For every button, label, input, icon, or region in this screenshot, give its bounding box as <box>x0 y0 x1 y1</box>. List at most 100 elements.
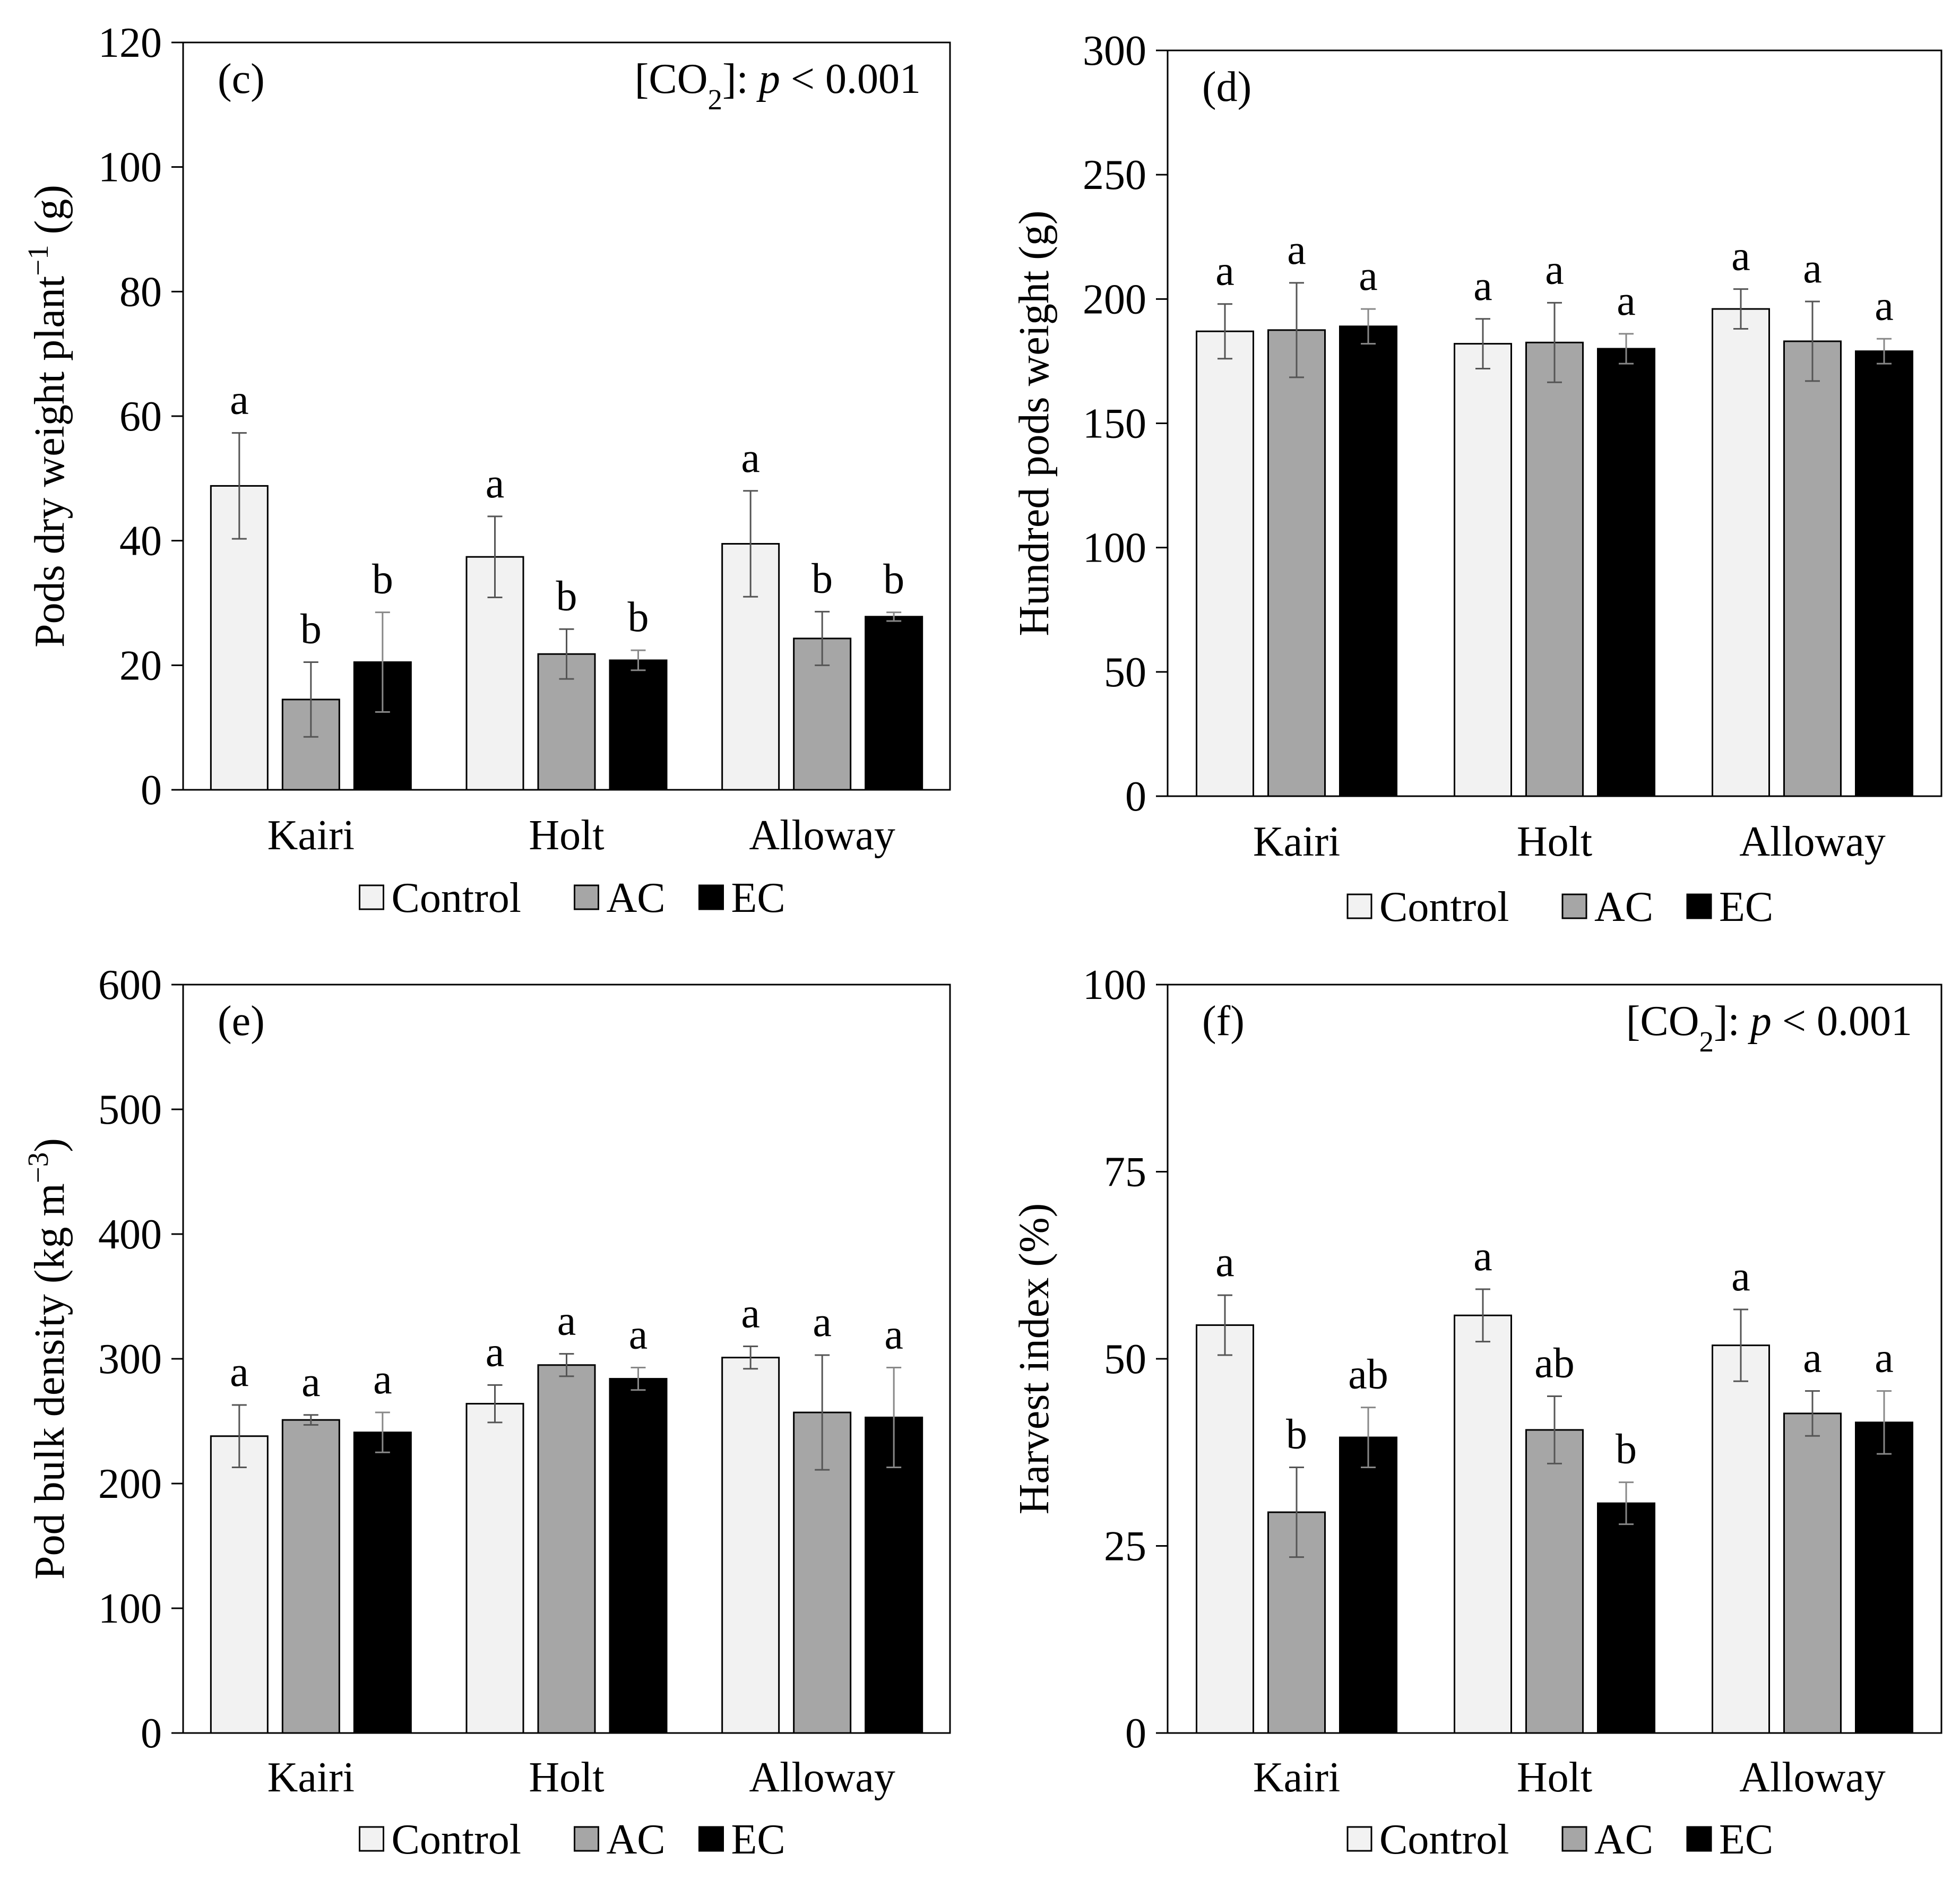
bar-ec-alloway <box>1855 1421 1913 1734</box>
y-tick-label: 0 <box>141 1710 162 1757</box>
significance-letter: a <box>1617 278 1636 324</box>
y-tick-label: 80 <box>119 269 162 315</box>
y-tick-label: 300 <box>1083 28 1146 74</box>
legend-label-ac: AC <box>607 1816 666 1863</box>
significance-annotation: [CO2]: p < 0.001 <box>1626 998 1912 1058</box>
y-axis-label-unit: ) <box>27 1138 73 1152</box>
bar-ec-holt <box>609 659 668 791</box>
y-axis-label-text: Pods dry weight plant <box>27 276 73 648</box>
bar-ec-kairi <box>1339 325 1397 797</box>
significance-letter: b <box>1616 1426 1637 1473</box>
legend-swatch-control <box>1346 1826 1372 1852</box>
significance-letter: a <box>1875 1335 1894 1382</box>
y-tick-label: 25 <box>1104 1523 1146 1570</box>
y-axis-label: Harvest index (%) <box>1011 1203 1058 1514</box>
y-tick-label: 600 <box>98 962 162 1008</box>
bar-ac-kairi <box>1267 329 1326 797</box>
y-tick-label: 100 <box>1083 962 1146 1008</box>
y-axis-label-text: Hundred pods weight (g) <box>1011 210 1058 636</box>
legend-swatch-ac <box>1561 1826 1587 1852</box>
significance-letter: a <box>884 1311 903 1358</box>
x-category-label: Kairi <box>267 1754 355 1801</box>
y-tick-label: 300 <box>98 1336 162 1383</box>
significance-annotation: [CO2]: p < 0.001 <box>635 56 921 116</box>
y-tick-label: 0 <box>1125 1710 1146 1757</box>
significance-letter: ab <box>1348 1351 1388 1398</box>
y-axis-label: Hundred pods weight (g) <box>1011 210 1058 636</box>
y-axis-label: Pod bulk density (kg m−3) <box>22 1138 74 1580</box>
y-tick-label: 250 <box>1083 152 1146 199</box>
legend-swatch-control <box>359 884 384 910</box>
significance-letter: a <box>1545 246 1564 293</box>
x-category-label: Holt <box>529 1754 604 1801</box>
y-tick-label: 75 <box>1104 1149 1146 1196</box>
significance-letter: a <box>1215 1239 1234 1286</box>
annotation-sub: 2 <box>708 83 723 116</box>
x-category-label: Alloway <box>1739 818 1886 865</box>
significance-letter: a <box>557 1298 576 1344</box>
y-axis-label-text: Harvest index (%) <box>1011 1203 1058 1514</box>
significance-letter: a <box>1473 263 1492 309</box>
y-tick-label: 200 <box>1083 276 1146 323</box>
y-tick-label: 100 <box>1083 525 1146 572</box>
bar-control-alloway <box>1712 308 1770 797</box>
bar-ac-alloway <box>1783 1412 1842 1734</box>
bar-control-alloway <box>1712 1344 1770 1734</box>
legend-label-ec: EC <box>731 875 785 921</box>
x-category-label: Alloway <box>749 812 895 859</box>
significance-letter: b <box>811 555 833 602</box>
y-tick-label: 50 <box>1104 649 1146 696</box>
annotation-prefix: [CO <box>635 56 708 102</box>
x-category-label: Kairi <box>1253 818 1340 865</box>
bar-ec-kairi <box>1339 1436 1397 1734</box>
legend-label-ec: EC <box>1719 884 1773 930</box>
y-axis-label-sup: −1 <box>22 245 54 276</box>
bar-ec-holt <box>1597 348 1655 797</box>
y-tick-label: 100 <box>98 144 162 191</box>
y-tick-label: 200 <box>98 1461 162 1507</box>
legend-swatch-ec <box>698 884 724 910</box>
y-axis-label-text: Pod bulk density (kg m <box>27 1183 73 1580</box>
annotation-suffix: < 0.001 <box>1772 998 1912 1045</box>
bar-control-holt <box>1454 1314 1512 1734</box>
y-tick-label: 400 <box>98 1211 162 1258</box>
panel-label: (f) <box>1202 998 1245 1045</box>
legend-label-control: Control <box>1379 1816 1509 1863</box>
x-category-label: Kairi <box>1253 1754 1340 1801</box>
y-tick-label: 40 <box>119 518 162 565</box>
significance-letter: ab <box>1534 1340 1575 1387</box>
legend-swatch-control <box>1346 893 1372 919</box>
significance-letter: a <box>741 1290 760 1337</box>
bar-ac-holt <box>1525 1429 1584 1734</box>
legend-swatch-ec <box>1686 893 1712 919</box>
bar-ec-holt <box>609 1378 668 1734</box>
annotation-prefix: [CO <box>1626 998 1699 1045</box>
bar-control-kairi <box>1196 330 1254 797</box>
bar-control-holt <box>1454 343 1512 797</box>
panel-label: (d) <box>1202 64 1251 110</box>
significance-letter: a <box>230 1349 249 1395</box>
legend-label-ec: EC <box>731 1816 785 1863</box>
bar-control-holt <box>465 1403 524 1734</box>
legend-swatch-ac <box>574 1826 599 1852</box>
x-category-label: Kairi <box>267 812 355 859</box>
significance-letter: a <box>486 460 505 507</box>
bar-ac-kairi <box>281 1419 340 1734</box>
panel-label: (e) <box>218 998 265 1045</box>
significance-letter: a <box>301 1359 321 1406</box>
legend-label-ac: AC <box>1594 884 1653 930</box>
panel-e: 0 100 200 300 400 500 600 Pod bulk density (kg … <box>22 962 951 1863</box>
y-axis-label-sup: −3 <box>22 1152 54 1184</box>
bar-ec-alloway <box>865 616 923 791</box>
panel-label: (c) <box>218 56 265 102</box>
y-axis-label: Pods dry weight plant−1 (g) <box>22 185 74 648</box>
significance-letter: b <box>883 556 904 603</box>
significance-letter: a <box>813 1299 832 1346</box>
significance-letter: a <box>1803 1335 1822 1382</box>
significance-letter: a <box>741 435 760 481</box>
significance-letter: a <box>1731 233 1750 280</box>
bar-control-alloway <box>721 1357 780 1734</box>
panel-d: 0 50 100 150 200 250 300 Hundred pods weight (g… <box>1011 28 1942 930</box>
bar-ec-alloway <box>1855 350 1913 797</box>
